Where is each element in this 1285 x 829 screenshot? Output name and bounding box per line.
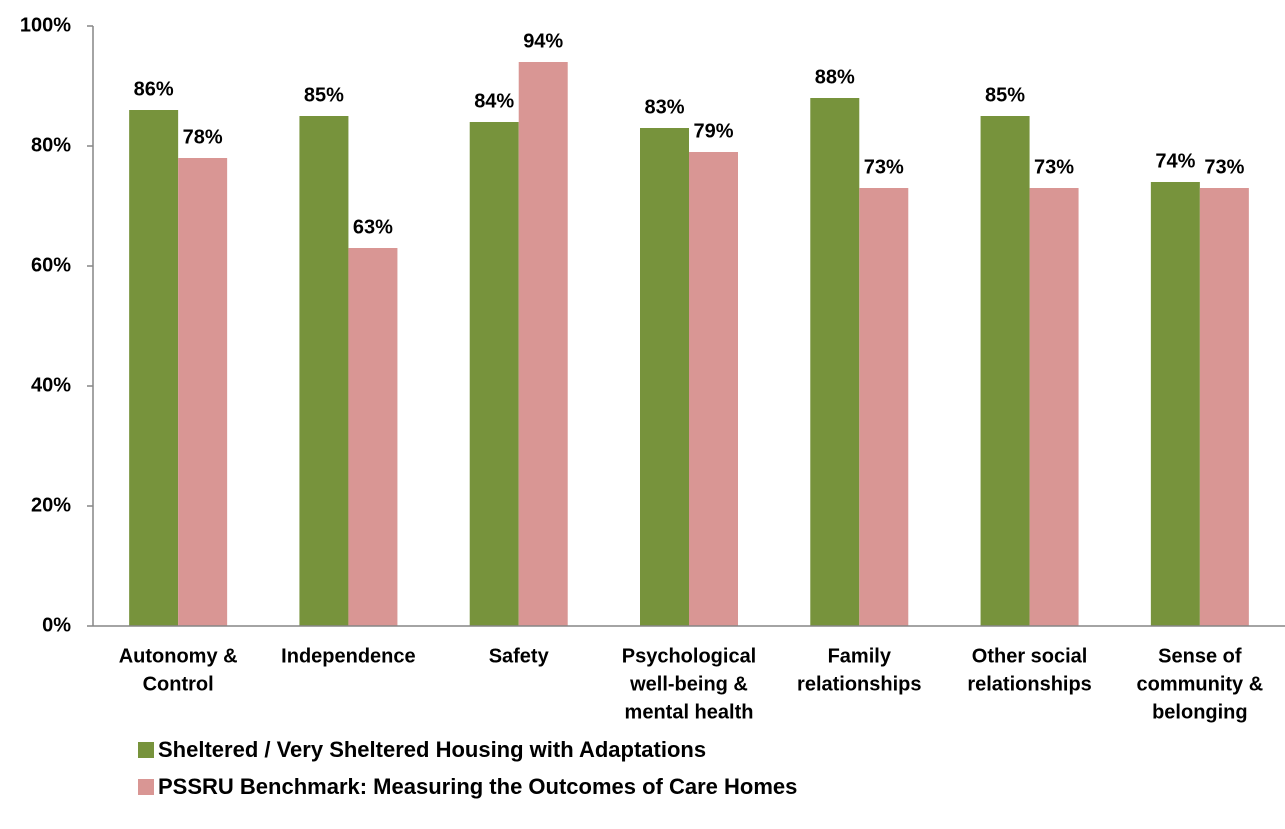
bar bbox=[1199, 188, 1249, 626]
data-label: 83% bbox=[644, 96, 684, 118]
x-tick-label: relationships bbox=[967, 673, 1091, 695]
data-label: 86% bbox=[134, 78, 174, 100]
x-tick-label: Independence bbox=[281, 645, 415, 667]
bar bbox=[859, 188, 909, 626]
bar bbox=[1150, 182, 1200, 626]
x-tick-label: relationships bbox=[797, 673, 921, 695]
bar bbox=[129, 110, 179, 626]
data-label: 79% bbox=[693, 120, 733, 142]
legend-swatch bbox=[138, 742, 154, 758]
data-label: 63% bbox=[353, 216, 393, 238]
legend-label: Sheltered / Very Sheltered Housing with … bbox=[158, 737, 706, 762]
data-label: 85% bbox=[304, 84, 344, 106]
data-label: 73% bbox=[1204, 156, 1244, 178]
bar bbox=[469, 122, 519, 626]
data-label: 73% bbox=[1034, 156, 1074, 178]
x-tick-label: Safety bbox=[489, 645, 550, 667]
bar bbox=[640, 128, 689, 626]
bar bbox=[689, 152, 738, 626]
y-tick-label: 20% bbox=[31, 494, 71, 516]
x-tick-label: Sense of bbox=[1158, 645, 1242, 667]
x-tick-label: Other social bbox=[972, 645, 1088, 667]
bar bbox=[1029, 188, 1079, 626]
x-tick-label: Family bbox=[828, 645, 892, 667]
data-label: 88% bbox=[815, 66, 855, 88]
data-label: 74% bbox=[1155, 150, 1195, 172]
data-label: 73% bbox=[864, 156, 904, 178]
data-label: 85% bbox=[985, 84, 1025, 106]
x-tick-label: belonging bbox=[1152, 701, 1248, 723]
x-tick-label: Psychological bbox=[622, 645, 757, 667]
legend-swatch bbox=[138, 779, 154, 795]
x-tick-label: community & bbox=[1137, 673, 1264, 695]
x-tick-label: well-being & bbox=[629, 673, 748, 695]
y-tick-label: 60% bbox=[31, 254, 71, 276]
x-tick-label: Autonomy & bbox=[119, 645, 238, 667]
x-tick-label: Control bbox=[143, 673, 214, 695]
bar bbox=[299, 116, 349, 626]
x-tick-label: mental health bbox=[625, 701, 754, 723]
bar bbox=[518, 62, 568, 626]
y-tick-label: 40% bbox=[31, 374, 71, 396]
bar bbox=[980, 116, 1030, 626]
data-label: 94% bbox=[523, 30, 563, 52]
bar bbox=[348, 248, 398, 626]
y-tick-label: 0% bbox=[42, 614, 71, 636]
data-label: 78% bbox=[183, 126, 223, 148]
bar bbox=[810, 98, 860, 626]
bar bbox=[178, 158, 228, 626]
y-tick-label: 100% bbox=[20, 14, 71, 36]
legend-label: PSSRU Benchmark: Measuring the Outcomes … bbox=[158, 774, 797, 799]
data-label: 84% bbox=[474, 90, 514, 112]
y-tick-label: 80% bbox=[31, 134, 71, 156]
